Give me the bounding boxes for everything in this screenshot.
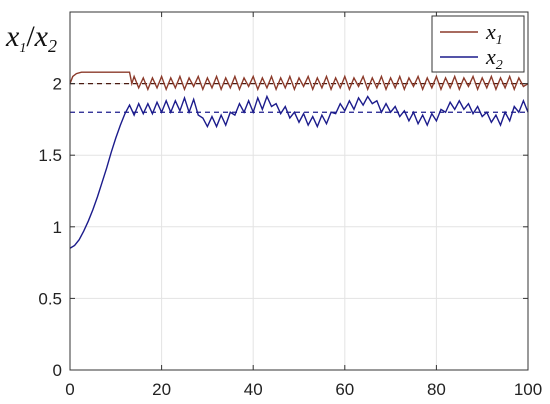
y-tick-label: 1.5	[38, 146, 62, 165]
y-axis-label-text: x1/x2	[5, 20, 57, 56]
x-tick-label: 20	[152, 380, 171, 399]
axis-ticks: 0 20 40 60 80 100 0 0.5 1 1.5 2	[38, 12, 542, 399]
legend-label: x2	[485, 44, 503, 73]
y-tick-label: 0.5	[38, 289, 62, 308]
legend-box	[431, 15, 525, 73]
series-line-x1	[69, 71, 529, 92]
x-tick-label: 40	[244, 380, 263, 399]
legend-label: x1	[485, 19, 503, 48]
y-axis-label: x1/x2	[5, 20, 57, 56]
y-tick-label: 1	[53, 218, 62, 237]
y-tick-label: 0	[53, 361, 62, 380]
x-tick-label: 0	[65, 380, 74, 399]
y-tick-label: 2	[53, 75, 62, 94]
series-line-x2	[69, 94, 529, 249]
series-lines	[69, 71, 529, 249]
plot-frame	[69, 11, 529, 371]
x-tick-label: 100	[514, 380, 542, 399]
x-tick-label: 60	[335, 380, 354, 399]
x-tick-label: 80	[427, 380, 446, 399]
